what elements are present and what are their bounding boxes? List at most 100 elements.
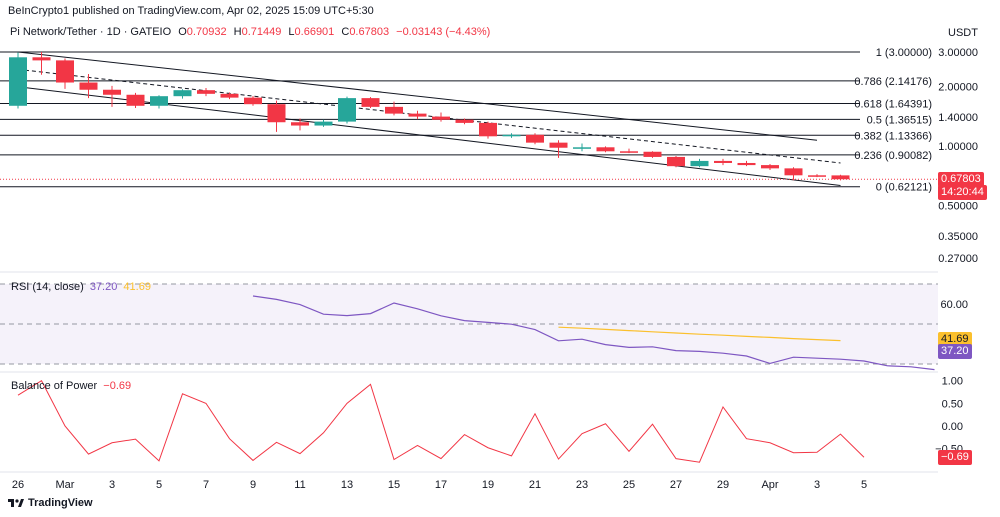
footer-brand-label: TradingView [28, 497, 93, 509]
rsi-badge: 37.20 [938, 344, 972, 359]
currency-label: USDT [948, 27, 978, 39]
candle-body [314, 121, 333, 126]
price-tick-label: 1.40000 [938, 112, 978, 124]
candle-body [432, 116, 450, 120]
tradingview-logo-icon [8, 499, 24, 507]
rsi-line [252, 295, 935, 371]
price-tick-label: 1.00000 [938, 141, 978, 153]
candle-body [761, 165, 779, 169]
candle-body [479, 122, 497, 137]
fib-level-label: 0.382 (1.13366) [854, 130, 932, 142]
fib-level-label: 1 (3.00000) [876, 47, 932, 59]
x-axis-label: 5 [156, 479, 162, 491]
rsi-tick-label: 60.00 [940, 299, 968, 311]
change-value: −0.03143 (−4.43%) [396, 26, 491, 38]
footer-brand[interactable]: TradingView [8, 497, 93, 509]
candle-body [549, 142, 568, 148]
x-axis-label: 29 [717, 479, 729, 491]
x-axis-label: 26 [12, 479, 24, 491]
price-tick-label: 0.50000 [938, 200, 978, 212]
candle-body [455, 119, 474, 123]
candle-body [220, 93, 239, 98]
candle-body [643, 151, 662, 157]
candle-body [385, 106, 403, 114]
candle-body [338, 98, 356, 122]
x-axis-label: 17 [435, 479, 447, 491]
candle-body [56, 60, 74, 83]
bop-value: −0.69 [103, 380, 132, 392]
x-axis-label: 11 [294, 479, 305, 491]
candle-body [361, 98, 380, 107]
bop-line [17, 379, 865, 463]
candle-body [784, 168, 803, 176]
rsi-value: 37.20 [89, 281, 118, 293]
rsi-ma-line [558, 326, 841, 342]
channel-mid-line [17, 68, 841, 164]
candle-body [291, 122, 309, 126]
channel-upper-line [17, 51, 818, 141]
x-axis-label: 23 [576, 479, 588, 491]
candle-body [526, 134, 544, 143]
bop-tick-label: 0.50 [942, 398, 963, 410]
candle-body [267, 104, 286, 123]
symbol-name[interactable]: Pi Network/Tether · 1D · GATEIO [10, 26, 172, 38]
low-value: 0.66901 [294, 26, 335, 38]
candle-body [408, 113, 427, 117]
rsi-label: RSI (14, close) [11, 281, 84, 293]
low-label: L [288, 26, 295, 38]
rsi-legend: RSI (14, close) 37.20 41.69 [11, 281, 151, 293]
candle-body [596, 147, 615, 152]
x-axis-label: 27 [670, 479, 682, 491]
candle-body [620, 151, 638, 153]
symbol-legend: Pi Network/Tether · 1D · GATEIO O0.70932… [10, 26, 490, 38]
fib-level-label: 0.236 (0.90082) [854, 150, 932, 162]
open-label: O [178, 26, 187, 38]
x-axis-label: 3 [109, 479, 115, 491]
rsi-ma-badge: 41.69 [938, 332, 972, 347]
rsi-ma-value: 41.69 [123, 281, 151, 293]
fib-level-label: 0 (0.62121) [876, 182, 932, 194]
x-axis-label: 15 [388, 479, 400, 491]
close-label: C [341, 26, 350, 38]
x-axis-label: 19 [482, 479, 494, 491]
price-tick-label: 3.00000 [938, 47, 978, 59]
x-axis-label: 9 [250, 479, 256, 491]
price-tick-label: 0.27000 [938, 253, 978, 265]
bop-tick-label: 0.00 [942, 421, 963, 433]
candle-body [150, 96, 168, 106]
fib-level-label: 0.618 (1.64391) [854, 98, 932, 110]
candle-body [808, 175, 826, 177]
candle-body [502, 134, 521, 137]
candle-body [173, 90, 192, 97]
x-axis-label: 7 [203, 479, 209, 491]
x-axis-label: 5 [861, 479, 867, 491]
candle-body [32, 57, 51, 61]
candle-body [737, 162, 756, 166]
bop-tick-label: 1.00 [942, 376, 963, 388]
publisher-caption: BeInCrypto1 published on TradingView.com… [8, 5, 374, 17]
candle-body [126, 94, 145, 106]
price-tick-label: 2.00000 [938, 82, 978, 94]
high-value: 0.71449 [241, 26, 282, 38]
bop-badge: −0.69 [938, 450, 972, 465]
open-value: 0.70932 [186, 26, 227, 38]
candle-body [690, 160, 709, 167]
candle-body [831, 175, 850, 180]
candle-body [103, 89, 121, 95]
candle-body [667, 156, 685, 167]
fib-level-label: 0.5 (1.36515) [867, 114, 932, 126]
fib-level-label: 0.786 (2.14176) [854, 76, 932, 88]
x-axis-label: 3 [814, 479, 820, 491]
bop-label: Balance of Power [11, 380, 98, 392]
x-axis-label: Apr [761, 479, 778, 491]
candle-body [9, 57, 27, 106]
candle-body [244, 97, 262, 105]
candle-body [573, 147, 591, 149]
bop-legend: Balance of Power −0.69 [11, 380, 131, 392]
close-value: 0.67803 [349, 26, 390, 38]
candle-body [197, 90, 215, 94]
candle-body [714, 160, 732, 163]
x-axis-label: 21 [529, 479, 541, 491]
countdown-badge: 14:20:44 [938, 185, 987, 200]
